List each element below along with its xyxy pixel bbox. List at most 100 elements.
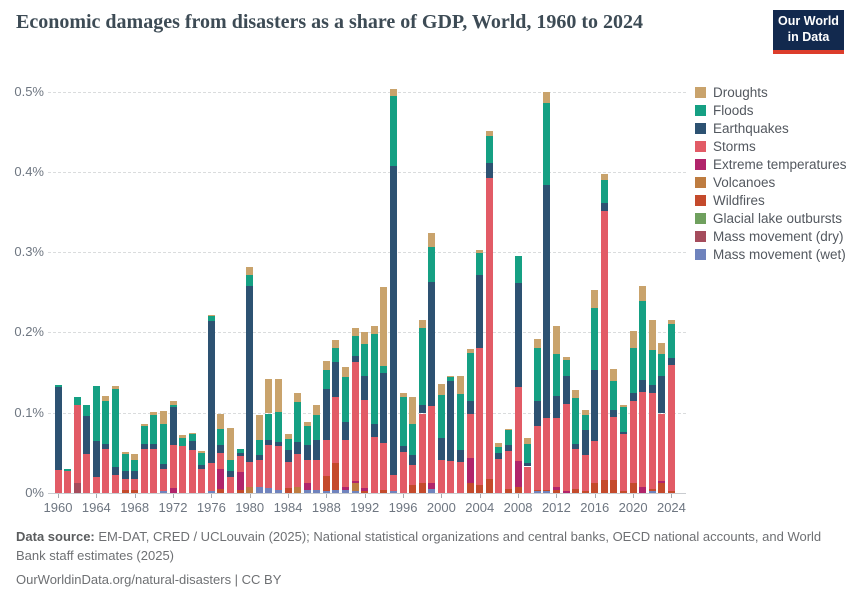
bar-2004-earthquakes[interactable] (476, 274, 484, 348)
bar-2023-earthquakes[interactable] (658, 375, 666, 414)
bar-2010-storms[interactable] (533, 426, 541, 490)
bar-1994-earthquakes[interactable] (380, 372, 388, 444)
bar-1986-extreme-temperatures[interactable] (303, 483, 311, 490)
bar-1988-earthquakes[interactable] (322, 388, 330, 440)
bar-1990-droughts[interactable] (342, 366, 350, 377)
bar-1993-earthquakes[interactable] (370, 423, 378, 437)
bar-1969-storms[interactable] (140, 448, 148, 493)
legend-item-earthquakes[interactable]: Earthquakes (695, 121, 847, 136)
bar-1989-storms[interactable] (332, 396, 340, 464)
bar-1969-earthquakes[interactable] (140, 444, 148, 449)
bar-1989-earthquakes[interactable] (332, 362, 340, 397)
bar-2003-storms[interactable] (466, 414, 474, 458)
bar-1977-extreme-temperatures[interactable] (217, 468, 225, 489)
bar-2016-floods[interactable] (591, 308, 599, 371)
bar-2015-storms[interactable] (581, 455, 589, 492)
bar-1962-floods[interactable] (73, 397, 81, 406)
bar-2017-floods[interactable] (600, 179, 608, 204)
bar-1993-droughts[interactable] (370, 325, 378, 334)
bar-1983-droughts[interactable] (274, 378, 282, 412)
bar-2001-earthquakes[interactable] (447, 380, 455, 461)
bar-2014-wildfires[interactable] (572, 488, 580, 493)
bar-2013-floods[interactable] (562, 359, 570, 376)
bar-2019-wildfires[interactable] (620, 490, 627, 493)
bar-2023-storms[interactable] (658, 413, 666, 481)
bar-1990-extreme-temperatures[interactable] (342, 486, 350, 490)
bar-2011-storms[interactable] (543, 418, 551, 490)
bar-1984-storms[interactable] (284, 461, 292, 489)
bar-1973-droughts[interactable] (179, 435, 187, 439)
bar-2017-wildfires[interactable] (600, 480, 608, 493)
bar-1997-earthquakes[interactable] (409, 455, 417, 465)
bar-1977-wildfires[interactable] (217, 488, 225, 493)
bar-1979-earthquakes[interactable] (236, 452, 244, 457)
bar-1989-wildfires[interactable] (332, 463, 340, 490)
bar-2006-floods[interactable] (495, 447, 503, 453)
bar-1978-droughts[interactable] (227, 427, 235, 461)
bar-1976-droughts[interactable] (207, 314, 215, 317)
bar-2006-storms[interactable] (495, 459, 503, 493)
bar-1995-droughts[interactable] (389, 89, 397, 97)
bar-2007-wildfires[interactable] (504, 488, 512, 493)
bar-2006-earthquakes[interactable] (495, 452, 503, 460)
bar-2007-storms[interactable] (504, 451, 512, 489)
bar-2014-earthquakes[interactable] (572, 444, 580, 449)
bar-1984-earthquakes[interactable] (284, 450, 292, 462)
bar-2008-floods[interactable] (514, 256, 522, 283)
bar-1991-volcanoes[interactable] (351, 483, 359, 492)
bar-1994-storms[interactable] (380, 443, 388, 490)
bar-1976-storms[interactable] (207, 463, 215, 492)
bar-1998-earthquakes[interactable] (418, 405, 426, 414)
bar-2012-storms[interactable] (552, 418, 560, 487)
bar-2021-storms[interactable] (639, 391, 647, 487)
bar-1965-floods[interactable] (102, 400, 110, 444)
bar-1984-droughts[interactable] (284, 434, 292, 440)
bar-2001-floods[interactable] (447, 377, 455, 381)
bar-1992-extreme-temperatures[interactable] (361, 488, 369, 492)
bar-2016-earthquakes[interactable] (591, 370, 599, 441)
bar-1971-mass-movement-wet[interactable] (159, 491, 167, 493)
bar-1980-volcanoes[interactable] (246, 486, 254, 493)
bar-1983-floods[interactable] (274, 411, 282, 442)
bar-1967-earthquakes[interactable] (121, 470, 129, 479)
bar-1972-extreme-temperatures[interactable] (169, 488, 177, 493)
bar-1966-storms[interactable] (112, 475, 119, 493)
bar-2004-droughts[interactable] (476, 249, 484, 253)
bar-2022-wildfires[interactable] (648, 488, 656, 492)
bar-2021-extreme-temperatures[interactable] (639, 486, 647, 493)
bar-2011-earthquakes[interactable] (543, 184, 551, 419)
bar-1966-earthquakes[interactable] (112, 467, 119, 476)
bar-1983-mass-movement-wet[interactable] (274, 489, 282, 493)
bar-1972-droughts[interactable] (169, 401, 177, 406)
bar-1985-storms[interactable] (294, 453, 302, 487)
bar-1996-earthquakes[interactable] (399, 445, 407, 453)
bar-2001-storms[interactable] (447, 460, 455, 493)
bar-2010-floods[interactable] (533, 348, 541, 402)
bar-2018-storms[interactable] (610, 416, 618, 481)
bar-1994-wildfires[interactable] (380, 489, 388, 493)
bar-1964-earthquakes[interactable] (92, 440, 100, 477)
bar-1970-floods[interactable] (150, 415, 158, 444)
bar-1992-earthquakes[interactable] (361, 375, 369, 400)
bar-2022-earthquakes[interactable] (648, 384, 656, 393)
bar-2005-floods[interactable] (485, 136, 493, 163)
bar-1979-wildfires[interactable] (236, 489, 244, 493)
bar-1992-droughts[interactable] (361, 332, 369, 344)
bar-2010-mass-movement-wet[interactable] (533, 491, 541, 493)
bar-2013-earthquakes[interactable] (562, 375, 570, 404)
bar-1997-storms[interactable] (409, 464, 417, 485)
bar-1981-storms[interactable] (255, 460, 263, 487)
bar-1986-droughts[interactable] (303, 422, 311, 427)
bar-1983-storms[interactable] (274, 446, 282, 490)
bar-2021-earthquakes[interactable] (639, 379, 647, 392)
bar-1978-floods[interactable] (227, 460, 235, 471)
bar-1963-storms[interactable] (83, 453, 91, 493)
bar-1975-earthquakes[interactable] (198, 464, 206, 469)
bar-1988-storms[interactable] (322, 440, 330, 477)
bar-1974-droughts[interactable] (188, 432, 196, 435)
bar-1973-floods[interactable] (179, 438, 187, 447)
bar-1972-storms[interactable] (169, 444, 177, 489)
bar-1996-floods[interactable] (399, 397, 407, 446)
bar-1977-storms[interactable] (217, 452, 225, 469)
bar-1992-floods[interactable] (361, 343, 369, 376)
